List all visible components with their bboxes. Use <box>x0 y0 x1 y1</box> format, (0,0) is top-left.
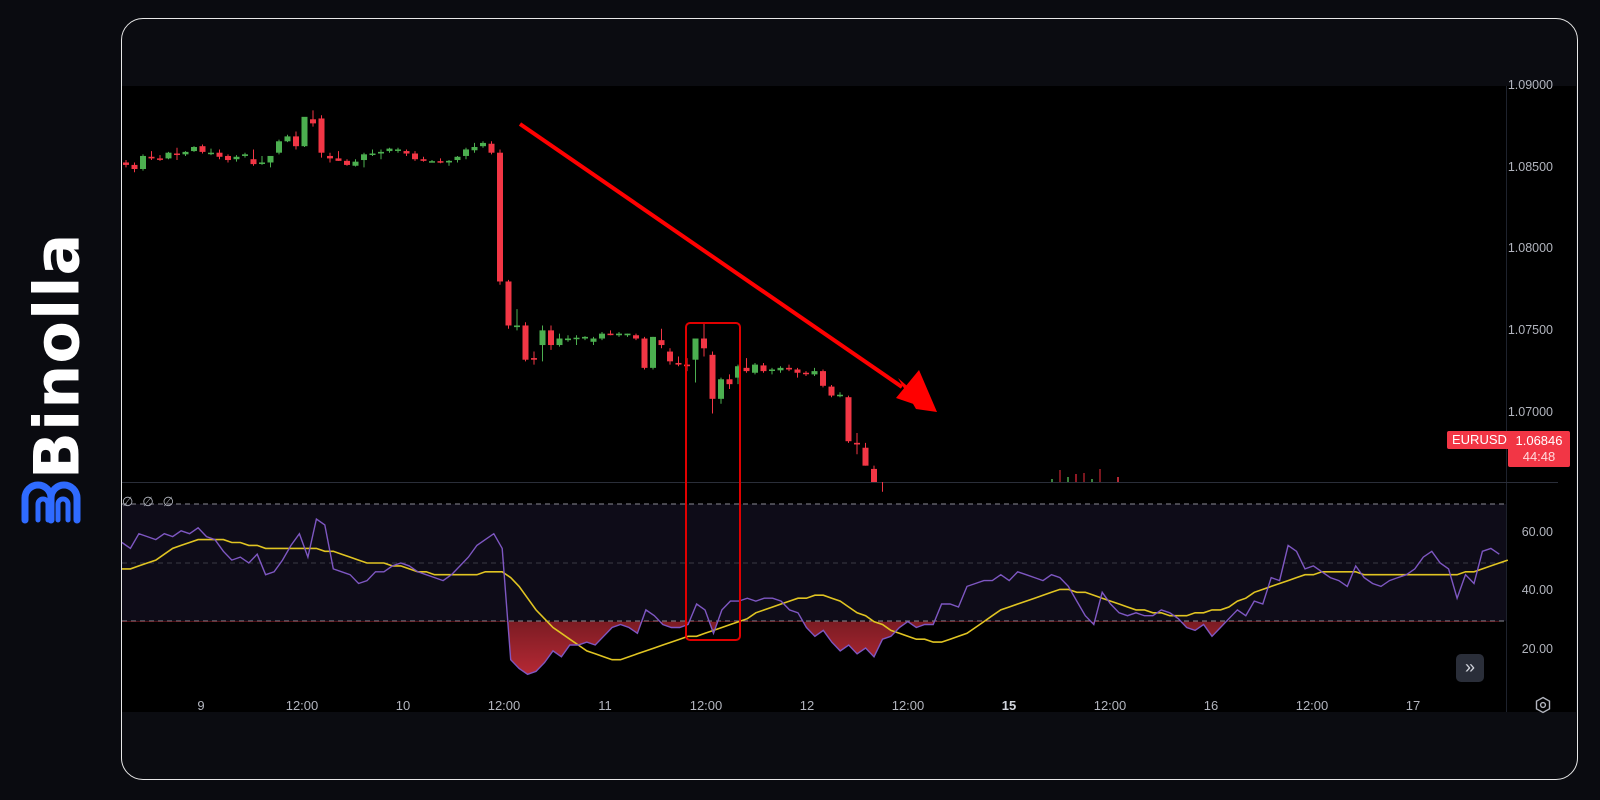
price-axis-label: 1.09000 <box>1507 78 1553 92</box>
time-axis-label: 17 <box>1405 698 1421 713</box>
highlight-box <box>685 322 741 641</box>
time-axis-label: 11 <box>598 698 612 713</box>
rsi-ma-line <box>122 538 1509 661</box>
time-axis-label: 10 <box>395 698 411 713</box>
candlestick-series <box>123 110 883 492</box>
time-axis-label: 12:00 <box>1295 698 1329 713</box>
settings-gear-icon[interactable] <box>1534 696 1552 714</box>
bar-countdown: 44:48 <box>1522 449 1556 464</box>
time-axis-label: 12:00 <box>1093 698 1127 713</box>
indicator-legend-icons[interactable]: ∅∅∅ <box>122 494 183 509</box>
rsi-axis-label: 60.00 <box>1521 525 1553 539</box>
time-axis-label: 12:00 <box>285 698 319 713</box>
rsi-axis-label: 40.00 <box>1521 583 1553 597</box>
binolla-logo-icon <box>21 481 81 524</box>
time-axis-label: 12:00 <box>487 698 521 713</box>
last-price-tag: 1.06846 44:48 <box>1508 431 1570 467</box>
scroll-to-realtime-button[interactable]: » <box>1456 654 1484 682</box>
time-axis-label: 12:00 <box>689 698 723 713</box>
price-axis-label: 1.08500 <box>1507 160 1553 174</box>
time-axis-label: 15 <box>1001 698 1017 713</box>
future-candles <box>1051 469 1119 482</box>
downtrend-arrow <box>518 122 937 412</box>
time-axis-label: 16 <box>1203 698 1219 713</box>
price-axis-label: 1.07000 <box>1507 405 1553 419</box>
pane-divider[interactable] <box>122 482 1558 483</box>
time-axis-label: 12:00 <box>891 698 925 713</box>
price-axis-label: 1.07500 <box>1507 323 1553 337</box>
brand-sidebar: Binolla <box>0 0 118 800</box>
rsi-line <box>121 517 1500 676</box>
time-axis-label: 12 <box>799 698 815 713</box>
time-axis-label: 9 <box>197 698 205 713</box>
last-price: 1.06846 <box>1515 433 1563 448</box>
price-axis-divider <box>1506 86 1507 712</box>
price-axis-label: 1.08000 <box>1507 241 1553 255</box>
symbol-tag: EURUSD <box>1447 431 1512 449</box>
rsi-axis-label: 20.00 <box>1521 642 1553 656</box>
